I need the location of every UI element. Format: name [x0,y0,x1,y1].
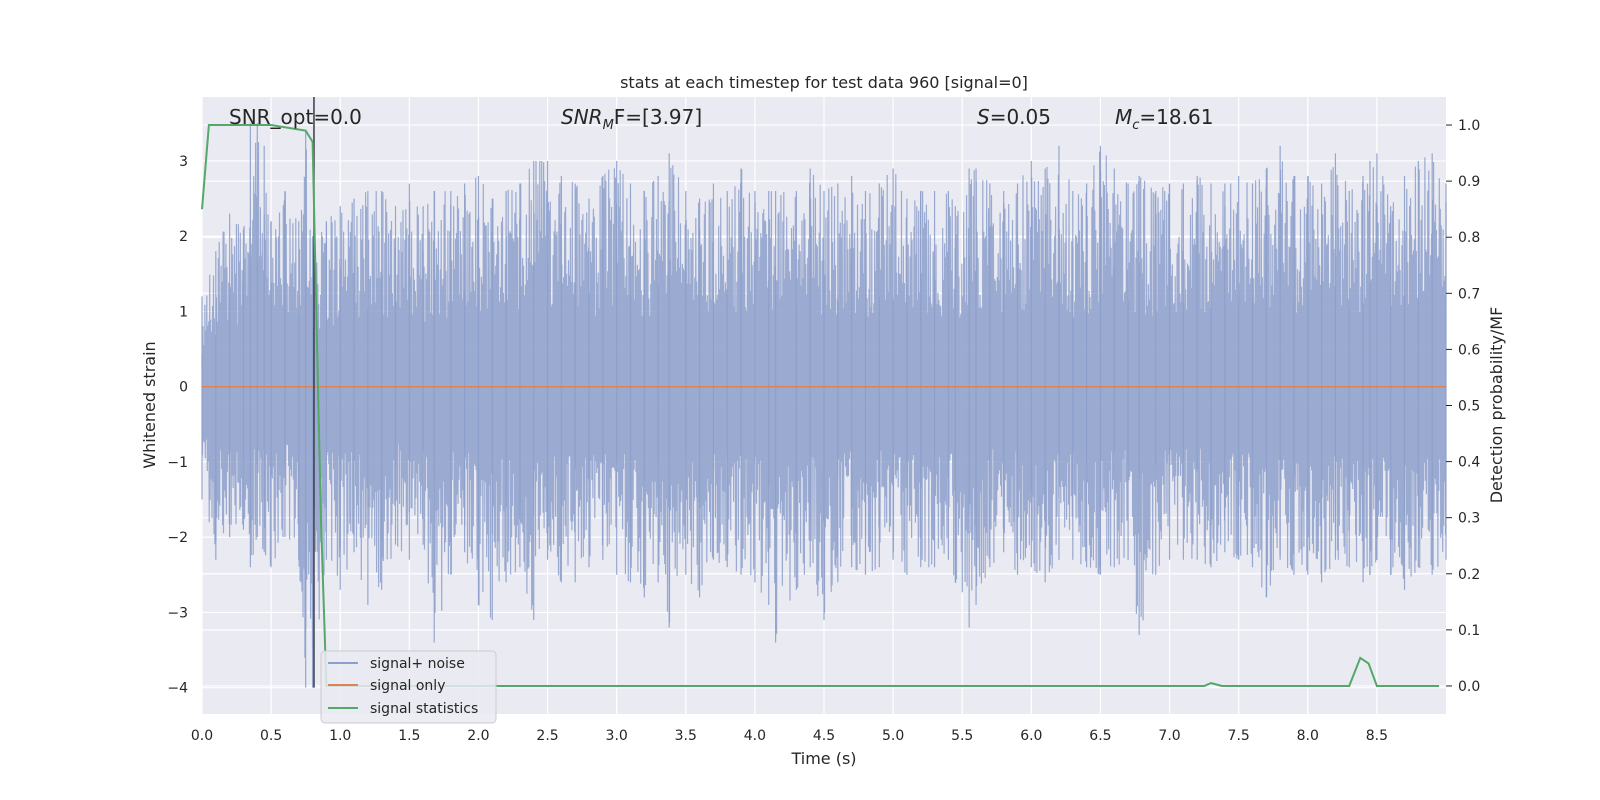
x-tick-label: 5.0 [882,728,904,744]
y2-tick-label: 0.0 [1458,679,1480,695]
y2-tick-label: 0.5 [1458,399,1480,415]
legend: signal+ noise signal only signal statist… [320,650,497,724]
annotation-snr-mf: SNRMF=[3.97] [561,105,702,133]
x-tick-label: 0.0 [191,728,213,744]
annotation-mc-symbol: M [1115,105,1132,129]
y2-tick-labels: 0.0 0.1 0.2 0.3 0.4 0.5 0.6 0.7 0.8 0.9 1.0 [1446,118,1480,695]
x-tick-label: 3.5 [675,728,697,744]
legend-box [320,650,497,724]
y2-tick-label: 0.7 [1458,286,1480,302]
y2-tick-label: 0.4 [1458,455,1480,471]
y-tick-labels: −4 −3 −2 −1 0 1 2 3 [167,154,188,697]
y2-tick-label: 0.1 [1458,623,1480,639]
legend-label-signal-only: signal only [370,678,445,694]
y2-tick-label: 0.3 [1458,511,1480,527]
x-tick-label: 5.5 [951,728,973,744]
y2-tick-label: 0.9 [1458,174,1480,190]
annotation-snr-mf-rest: F=[3.97] [614,105,702,129]
y2-tick-label: 0.2 [1458,567,1480,583]
y-tick-label: −4 [167,681,188,697]
annotation-snr-opt: SNR_opt=0.0 [229,105,362,129]
x-tick-label: 2.0 [467,728,489,744]
x-tick-labels: 0.0 0.5 1.0 1.5 2.0 2.5 3.0 3.5 4.0 4.5 5.0 5.5 6.0 6… [191,728,1388,744]
y-tick-label: −1 [167,455,188,471]
x-tick-label: 8.0 [1297,728,1319,744]
annotation-snr-mf-sub: M [603,118,614,133]
annotation-mc-sub: c [1132,118,1139,133]
y-tick-label: −2 [167,530,188,546]
annotation-s-value: =0.05 [990,105,1051,129]
y2-tick-label: 0.6 [1458,342,1480,358]
x-tick-label: 4.5 [813,728,835,744]
annotation-s: S=0.05 [977,105,1051,129]
x-tick-label: 4.0 [744,728,766,744]
x-tick-label: 0.5 [260,728,282,744]
y-tick-label: −3 [167,605,188,621]
x-tick-label: 1.5 [398,728,420,744]
y-tick-label: 2 [179,229,188,245]
annotation-mc: Mc=18.61 [1115,105,1213,133]
annotation-snr-mf-symbol: SNR [561,105,603,129]
x-tick-label: 8.5 [1366,728,1388,744]
legend-label-signal-noise: signal+ noise [370,656,465,672]
y2-tick-label: 1.0 [1458,118,1480,134]
legend-label-signal-statistics: signal statistics [370,701,478,717]
x-tick-label: 1.0 [329,728,351,744]
y-axis-label: Whitened strain [140,341,159,468]
x-axis-label: Time (s) [790,749,856,768]
x-tick-label: 6.5 [1089,728,1111,744]
chart-title: stats at each timestep for test data 960… [620,73,1028,92]
y2-tick-label: 0.8 [1458,230,1480,246]
x-tick-label: 7.0 [1158,728,1180,744]
y-tick-label: 0 [179,380,188,396]
signal-noise-series [201,123,1447,688]
x-tick-label: 7.5 [1228,728,1250,744]
y2-axis-label: Detection probability/MF [1487,307,1506,504]
y-tick-label: 1 [179,304,188,320]
x-tick-label: 3.0 [606,728,628,744]
x-tick-label: 2.5 [536,728,558,744]
y-tick-label: 3 [179,154,188,170]
annotation-s-symbol: S [977,105,990,129]
annotation-mc-value: =18.61 [1139,105,1213,129]
x-tick-label: 6.0 [1020,728,1042,744]
